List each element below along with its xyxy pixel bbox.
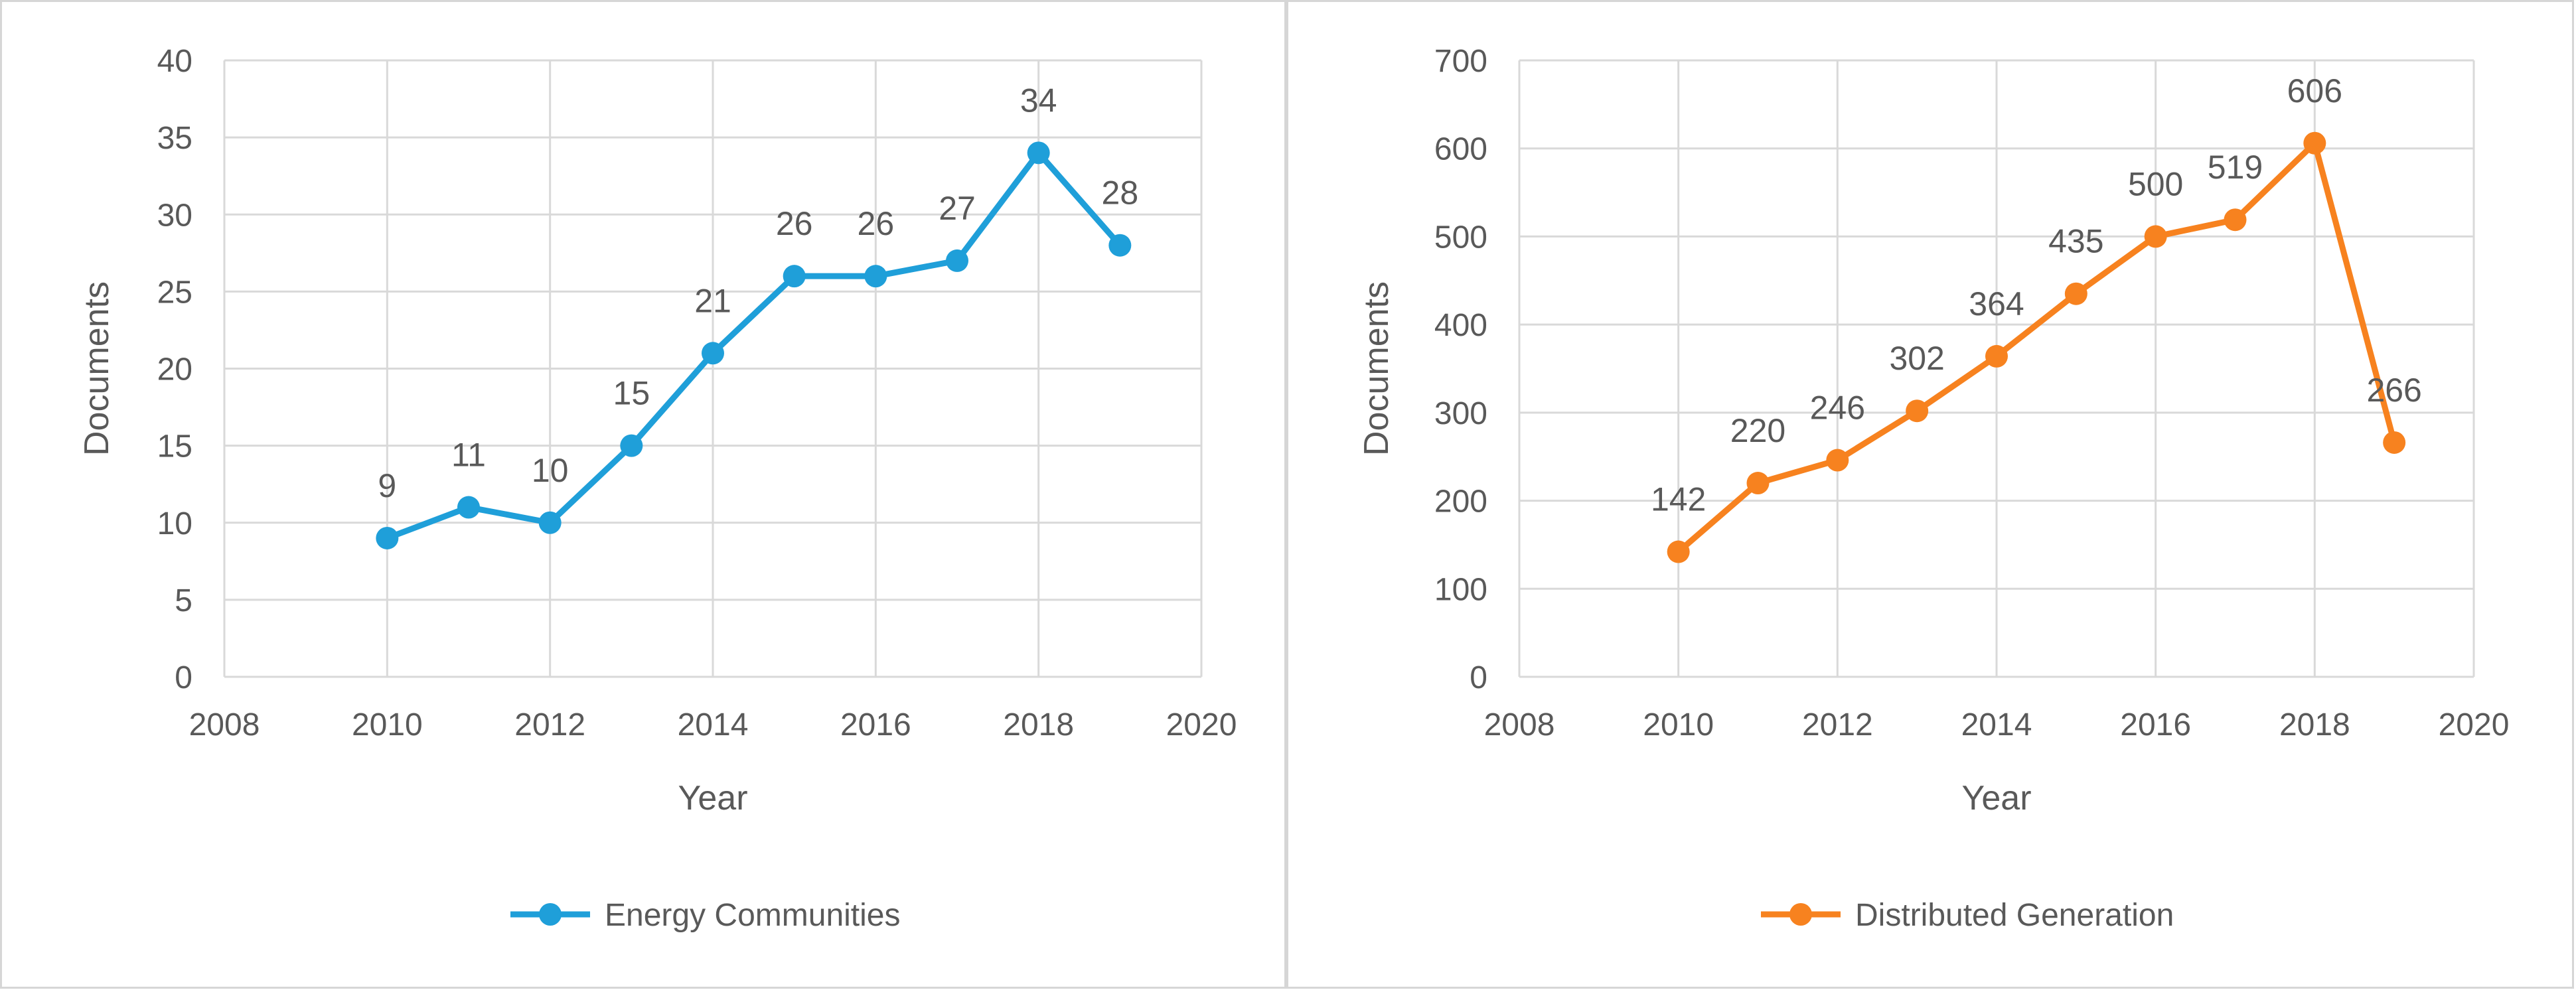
y-axis-title: Documents — [78, 281, 116, 456]
data-label: 9 — [378, 467, 396, 504]
data-label: 21 — [694, 282, 731, 319]
data-label: 302 — [1889, 340, 1944, 377]
x-tick-label: 2014 — [678, 707, 749, 743]
data-label: 142 — [1651, 481, 1706, 518]
data-label: 28 — [1102, 175, 1139, 212]
data-point — [1826, 449, 1849, 472]
chart-energy-communities: 0 5 10 15 20 25 30 35 40 2008 2010 2012 2014 2016 2018… — [78, 44, 1237, 933]
data-point — [1108, 234, 1132, 257]
data-point — [457, 496, 480, 519]
legend: Energy Communities — [510, 898, 901, 933]
series-line — [384, 149, 1123, 541]
x-tick-label: 2010 — [352, 707, 423, 743]
y-tick-label: 30 — [157, 198, 192, 233]
x-tick-label: 2014 — [1961, 707, 2032, 743]
y-tick-label: 600 — [1434, 132, 1487, 167]
x-tick-label: 2018 — [2279, 707, 2350, 743]
legend-marker — [1789, 903, 1812, 926]
data-point — [702, 342, 724, 365]
y-tick-label: 0 — [175, 660, 192, 695]
data-label: 11 — [451, 437, 486, 474]
data-label: 220 — [1730, 412, 1785, 449]
data-point — [1667, 540, 1690, 563]
data-label: 27 — [939, 190, 976, 227]
data-label: 266 — [2366, 372, 2421, 409]
x-tick-label: 2020 — [2439, 707, 2510, 743]
y-tick-label: 100 — [1434, 572, 1487, 607]
data-point — [620, 434, 643, 457]
y-tick-label: 20 — [157, 352, 192, 388]
data-label: 15 — [613, 375, 650, 412]
data-point — [1746, 472, 1770, 495]
data-point — [2383, 431, 2406, 454]
data-label: 519 — [2208, 149, 2263, 186]
data-point — [783, 265, 806, 288]
x-tick-label: 2012 — [1802, 707, 1873, 743]
y-tick-label: 0 — [1470, 660, 1487, 695]
data-label: 606 — [2287, 72, 2342, 109]
data-point — [1027, 141, 1050, 165]
x-axis-title: Year — [1961, 779, 2031, 817]
data-point — [1985, 344, 2008, 368]
y-tick-label: 300 — [1434, 396, 1487, 431]
data-point — [2224, 208, 2247, 232]
gridlines — [1518, 59, 2475, 678]
gridlines — [223, 59, 1203, 678]
x-tick-label: 2008 — [1484, 707, 1555, 743]
x-tick-label: 2020 — [1166, 707, 1237, 743]
data-label: 435 — [2048, 223, 2103, 260]
y-tick-label: 35 — [157, 121, 192, 156]
data-point — [538, 511, 562, 534]
y-tick-label: 25 — [157, 275, 192, 310]
y-tick-label: 10 — [157, 506, 192, 541]
y-tick-label: 400 — [1434, 308, 1487, 343]
legend: Distributed Generation — [1761, 898, 2174, 933]
chart-panel-right: 0 100 200 300 400 500 600 700 2008 2010 2012 2014 20… — [1286, 0, 2574, 989]
data-point — [376, 526, 399, 549]
data-label: 26 — [858, 205, 895, 242]
y-tick-label: 500 — [1434, 220, 1487, 255]
x-axis-title: Year — [678, 779, 747, 817]
legend-label: Distributed Generation — [1855, 898, 2174, 933]
legend-marker — [539, 903, 562, 926]
y-tick-label: 200 — [1434, 484, 1487, 520]
y-tick-label: 40 — [157, 44, 192, 79]
x-tick-label: 2018 — [1003, 707, 1074, 743]
x-tick-label: 2008 — [189, 707, 260, 743]
data-label: 246 — [1810, 390, 1865, 427]
chart-panel-left: 0 5 10 15 20 25 30 35 40 2008 2010 2012 2014 2016 2018… — [0, 0, 1286, 989]
data-point — [1906, 399, 1929, 423]
x-tick-label: 2016 — [840, 707, 911, 743]
legend-label: Energy Communities — [605, 898, 901, 933]
data-label: 26 — [776, 205, 813, 242]
y-axis-title: Documents — [1357, 281, 1396, 456]
chart-distributed-generation: 0 100 200 300 400 500 600 700 2008 2010 2012 2014 20… — [1357, 44, 2510, 933]
x-tick-label: 2010 — [1643, 707, 1714, 743]
x-tick-label: 2012 — [514, 707, 585, 743]
series-line — [1675, 140, 2397, 555]
data-point — [2144, 225, 2167, 248]
y-tick-label: 15 — [157, 429, 192, 464]
y-tick-label: 5 — [175, 583, 192, 618]
data-label: 500 — [2128, 165, 2183, 202]
data-point — [2064, 282, 2087, 305]
y-tick-label: 700 — [1434, 44, 1487, 79]
data-label: 34 — [1020, 82, 1057, 119]
data-label: 10 — [532, 452, 569, 489]
data-point — [946, 249, 968, 272]
data-point — [2303, 131, 2326, 155]
data-label: 364 — [1969, 285, 2024, 322]
data-point — [864, 265, 887, 288]
x-tick-label: 2016 — [2120, 707, 2191, 743]
